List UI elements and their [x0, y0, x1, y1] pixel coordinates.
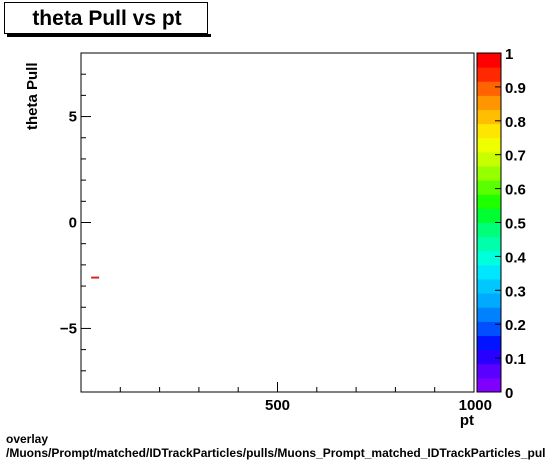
colorbar-segment [477, 109, 501, 125]
colorbar-segment [477, 279, 501, 294]
colorbar-segment [477, 222, 501, 238]
x-axis-label: pt [460, 412, 474, 429]
y-tick-label: −5 [60, 320, 77, 337]
x-tick-label: 1000 [459, 397, 492, 414]
colorbar-segment [477, 67, 501, 82]
colorbar-segment [477, 53, 501, 68]
colorbar-tick-label: 0.1 [505, 351, 526, 368]
colorbar-segment [477, 236, 501, 252]
title-shadow [7, 34, 211, 37]
colorbar-segment [477, 81, 501, 96]
chart-title: theta Pull vs pt [32, 7, 182, 30]
colorbar-tick-label: 0.7 [505, 148, 526, 165]
footer-line2: /Muons/Prompt/matched/IDTrackParticles/p… [6, 446, 546, 460]
colorbar-tick-label: 0.3 [505, 283, 526, 300]
colorbar-tick-label: 0.9 [505, 80, 526, 97]
colorbar: 0 0.1 0.2 0.3 0.4 0.5 0.6 0.7 0.8 0.9 1 [476, 46, 527, 402]
colorbar-segment [477, 166, 501, 181]
colorbar-segment [477, 151, 501, 167]
colorbar-tick-label: 0.4 [505, 249, 527, 266]
footer: overlay /Muons/Prompt/matched/IDTrackPar… [6, 432, 546, 460]
colorbar-segment [477, 363, 501, 379]
y-tick-label: 5 [69, 109, 77, 126]
colorbar-segment [477, 208, 501, 223]
colorbar-tick-label: 0.6 [505, 182, 526, 199]
colorbar-segment [477, 321, 501, 336]
colorbar-segment [477, 307, 501, 322]
x-tick-label: 500 [265, 397, 290, 414]
footer-line1: overlay [6, 432, 49, 446]
title-box: theta Pull vs pt [4, 2, 211, 37]
colorbar-tick-label: 1 [505, 46, 513, 63]
colorbar-segment [477, 180, 501, 195]
colorbar-segment [477, 123, 501, 139]
y-axis-label: theta Pull [24, 62, 41, 130]
colorbar-segment [477, 377, 501, 393]
colorbar-tick-label: 0 [505, 385, 513, 402]
y-tick-label: 0 [69, 215, 77, 232]
colorbar-tick-label: 0.2 [505, 317, 526, 334]
colorbar-segment [477, 293, 501, 308]
colorbar-segment [477, 250, 501, 266]
colorbar-segment [477, 335, 501, 351]
colorbar-segment [477, 95, 501, 110]
plot-frame [80, 52, 475, 393]
x-axis: 500 1000 [119, 382, 492, 414]
colorbar-segment [477, 349, 501, 365]
colorbar-tick-label: 0.8 [505, 114, 526, 131]
colorbar-segment [477, 194, 501, 209]
colorbar-segment [477, 264, 501, 280]
colorbar-segment [477, 137, 501, 153]
y-axis: −5 0 5 [60, 73, 91, 372]
colorbar-tick-label: 0.5 [505, 216, 526, 233]
